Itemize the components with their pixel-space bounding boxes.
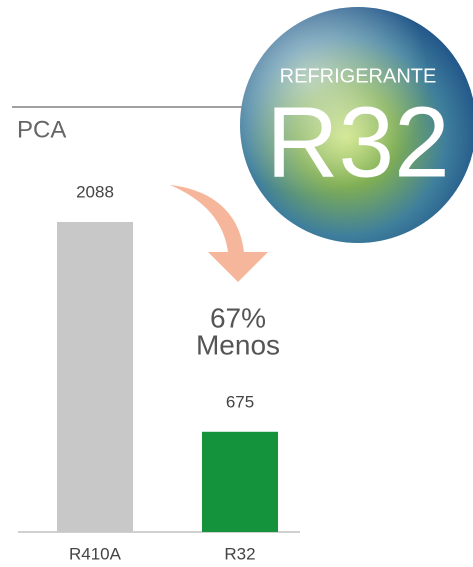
bar [202, 432, 278, 532]
bar [57, 222, 133, 532]
badge-subtitle: REFRIGERANTE [280, 65, 437, 87]
badge: REFRIGERANTE R32 [240, 7, 473, 243]
x-tick-label: R410A [69, 544, 122, 563]
chart-title: PCA [17, 116, 66, 143]
annotation: Menos [196, 329, 280, 360]
x-tick-label: R32 [224, 544, 255, 563]
value-label: 2088 [76, 182, 114, 201]
badge-title: R32 [266, 86, 449, 198]
chart: PCA 67% Menos R410A2088R32675 REFRIGERAN… [0, 0, 473, 567]
arrow [170, 185, 268, 282]
value-label: 675 [226, 392, 254, 411]
